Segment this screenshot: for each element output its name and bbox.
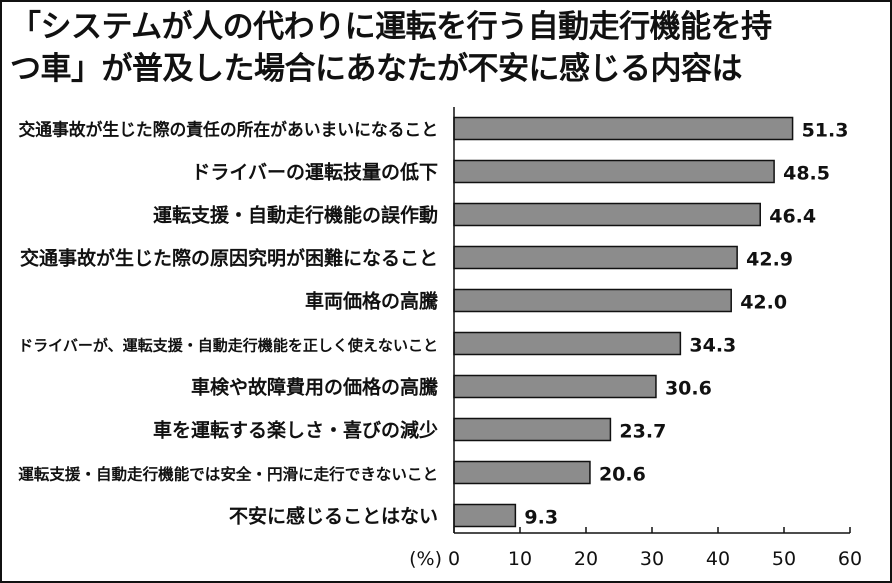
x-tick-label: 30 bbox=[640, 548, 664, 570]
category-label: 交通事故が生じた際の責任の所在があいまいになること bbox=[18, 120, 438, 140]
category-label: 車を運転する楽しさ・喜びの減少 bbox=[153, 419, 438, 442]
category-label: 交通事故が生じた際の原因究明が困難になること bbox=[20, 247, 438, 270]
chart-title-line-2: つ車」が普及した場合にあなたが不安に感じる内容は bbox=[10, 51, 743, 87]
value-label: 42.0 bbox=[740, 292, 787, 314]
bar bbox=[453, 374, 657, 399]
value-label: 34.3 bbox=[689, 335, 736, 357]
value-label: 42.9 bbox=[746, 249, 793, 271]
category-label: 運転支援・自動走行機能では安全・円滑に走行できないこと bbox=[18, 465, 438, 484]
x-axis-unit-label: (%) bbox=[409, 548, 442, 570]
category-label: 運転支援・自動走行機能の誤作動 bbox=[153, 204, 438, 227]
value-label: 30.6 bbox=[665, 378, 712, 400]
bar bbox=[453, 460, 591, 485]
bar bbox=[453, 116, 794, 141]
x-tick-label: 0 bbox=[448, 548, 460, 570]
x-tick-label: 10 bbox=[508, 548, 532, 570]
x-tick-label: 20 bbox=[574, 548, 598, 570]
x-tick-label: 60 bbox=[838, 548, 862, 570]
category-label: 不安に感じることはない bbox=[229, 505, 438, 528]
x-tick-label: 50 bbox=[772, 548, 796, 570]
x-tick-label: 40 bbox=[706, 548, 730, 570]
category-label: 車検や故障費用の価格の高騰 bbox=[191, 376, 439, 399]
bar bbox=[453, 331, 682, 356]
bar bbox=[453, 245, 738, 270]
value-label: 51.3 bbox=[802, 120, 849, 142]
value-label: 9.3 bbox=[524, 507, 558, 529]
value-label: 23.7 bbox=[619, 421, 666, 443]
chart-title-line-1: 「システムが人の代わりに運転を行う自動走行機能を持 bbox=[10, 9, 772, 45]
bar bbox=[453, 159, 775, 184]
value-label: 20.6 bbox=[599, 464, 646, 486]
bar bbox=[453, 288, 732, 313]
value-label: 46.4 bbox=[769, 206, 816, 228]
bar bbox=[453, 503, 517, 528]
bar bbox=[453, 417, 612, 442]
bar bbox=[453, 202, 761, 227]
category-label: 車両価格の高騰 bbox=[305, 290, 439, 313]
value-label: 48.5 bbox=[783, 163, 830, 185]
category-label: ドライバーの運転技量の低下 bbox=[191, 161, 438, 184]
category-label: ドライバーが、運転支援・自動走行機能を正しく使えないこと bbox=[18, 337, 438, 355]
